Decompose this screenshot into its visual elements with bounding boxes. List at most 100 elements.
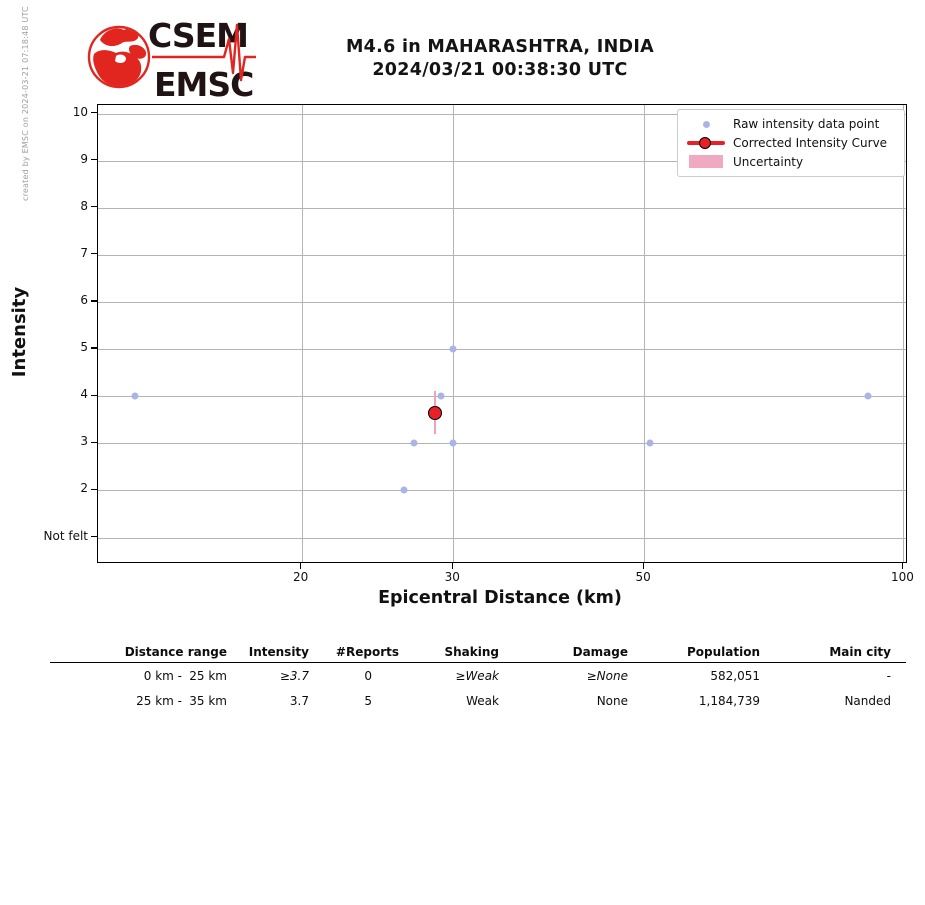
table-cell: 0 km - xyxy=(143,668,182,683)
column-header: Main city xyxy=(829,645,891,659)
legend-label: Corrected Intensity Curve xyxy=(733,136,888,150)
gridline-horizontal xyxy=(98,207,906,209)
y-tick xyxy=(91,253,97,255)
gridline-horizontal xyxy=(98,537,906,539)
globe-continents-icon xyxy=(93,28,147,86)
x-tick-label: 100 xyxy=(890,570,914,584)
y-tick xyxy=(91,535,97,538)
column-header: Population xyxy=(686,645,760,659)
y-tick xyxy=(91,441,97,443)
dot-legend-marker xyxy=(687,120,725,128)
x-tick-label: 50 xyxy=(635,570,651,584)
raw-data-point xyxy=(410,439,418,447)
y-tick-label: 2 xyxy=(80,481,88,496)
table-cell: None xyxy=(596,693,628,708)
table-cell: 5 xyxy=(364,693,372,708)
x-tick xyxy=(642,562,644,569)
logo-word-csem: CSEM xyxy=(148,16,248,55)
table-cell: - xyxy=(886,668,891,683)
gridline-vertical xyxy=(903,105,905,562)
legend-row: Raw intensity data point xyxy=(687,115,898,134)
table-cell: Weak xyxy=(466,693,499,708)
y-tick-label: 7 xyxy=(80,245,88,260)
corrected-curve-marker xyxy=(699,136,711,149)
patch-legend-marker xyxy=(687,155,725,169)
csem-emsc-logo-graphic: CSEM EMSC xyxy=(87,16,256,104)
gridline-horizontal xyxy=(98,113,906,115)
gridline-horizontal xyxy=(98,301,906,303)
table-cell: Nanded xyxy=(844,693,891,708)
legend: Raw intensity data point Corrected Intens… xyxy=(677,109,905,177)
uncertainty-patch-icon xyxy=(689,155,723,169)
y-axis-label: Intensity xyxy=(9,286,30,378)
y-tick-label: 6 xyxy=(80,292,88,307)
page-title: M4.6 in MAHARASHTRA, INDIA 2024/03/21 00… xyxy=(200,36,800,82)
gridline-horizontal xyxy=(98,254,906,256)
x-tick xyxy=(300,562,302,569)
gridline-horizontal xyxy=(98,160,906,162)
impact-table: Distance range Intensity #Reports Shaking Da… xyxy=(50,642,906,713)
y-tick-label: 5 xyxy=(80,340,88,354)
x-tick xyxy=(451,562,453,569)
logo-word-emsc: EMSC xyxy=(154,65,253,104)
raw-data-point xyxy=(449,345,457,353)
gridline-vertical xyxy=(644,105,646,562)
table-cell: ≥Weak xyxy=(455,668,499,683)
table-cell: 3.7 xyxy=(289,693,309,708)
corrected-intensity-point xyxy=(428,405,443,420)
y-tick xyxy=(91,206,97,208)
x-tick-label: 30 xyxy=(444,570,460,584)
column-header: Damage xyxy=(572,645,628,659)
raw-data-point xyxy=(131,392,139,400)
table-row: 25 km - 35 km 3.7 5 Weak None 1,184,739 Nanded xyxy=(50,688,906,713)
legend-row: Corrected Intensity Curve xyxy=(687,134,898,153)
y-tick-label: 4 xyxy=(80,387,88,402)
column-header: #Reports xyxy=(335,645,399,659)
y-tick-label: Not felt xyxy=(43,528,88,543)
header-divider xyxy=(50,662,906,663)
x-axis-label: Epicentral Distance (km) xyxy=(378,588,622,608)
x-tick-label: 20 xyxy=(293,570,309,584)
corrected-curve-icon xyxy=(687,136,725,151)
table-row: 0 km - 25 km ≥3.7 0 ≥Weak ≥None 582,051 - xyxy=(50,663,906,688)
event-title: M4.6 in MAHARASHTRA, INDIA xyxy=(345,37,655,57)
table-cell: 582,051 xyxy=(710,668,760,683)
csem-emsc-logo: CSEM EMSC xyxy=(86,10,261,104)
y-tick-label: 10 xyxy=(72,104,88,119)
column-header: Distance range xyxy=(124,645,227,659)
gridline-horizontal xyxy=(98,490,906,492)
legend-label: Uncertainty xyxy=(733,154,804,169)
table-cell: 25 km xyxy=(189,668,227,683)
gridline-horizontal xyxy=(98,443,906,445)
raw-data-point xyxy=(646,439,654,447)
table-cell: 0 xyxy=(364,668,372,683)
gridline-vertical xyxy=(453,105,455,562)
gridline-horizontal xyxy=(98,396,906,398)
y-tick-label: 3 xyxy=(80,434,88,449)
raw-data-point xyxy=(449,439,457,447)
event-datetime: 2024/03/21 00:38:30 UTC xyxy=(372,60,628,80)
line-circle-legend-marker xyxy=(687,136,725,151)
raw-data-point xyxy=(864,392,872,400)
raw-data-point xyxy=(437,392,445,400)
raw-data-point xyxy=(400,486,408,494)
intensity-distance-plot xyxy=(97,104,907,563)
seismogram-icon xyxy=(152,23,256,82)
y-tick xyxy=(91,394,97,396)
column-header: Shaking xyxy=(444,645,499,659)
y-tick xyxy=(91,488,97,491)
table-cell: 35 km xyxy=(189,693,227,708)
y-tick xyxy=(91,300,97,302)
raw-point-icon xyxy=(702,120,710,128)
legend-row: Uncertainty xyxy=(687,152,898,171)
table-cell: ≥3.7 xyxy=(279,668,309,683)
x-tick xyxy=(901,562,904,569)
y-tick-label: 8 xyxy=(80,198,88,213)
gridline-vertical xyxy=(301,105,303,562)
table-cell: 25 km - xyxy=(136,693,182,708)
column-header: Intensity xyxy=(248,645,309,659)
legend-label: Raw intensity data point xyxy=(733,117,880,132)
table-header-row: Distance range Intensity #Reports Shaking Da… xyxy=(50,642,906,659)
table-cell: 1,184,739 xyxy=(698,693,760,708)
